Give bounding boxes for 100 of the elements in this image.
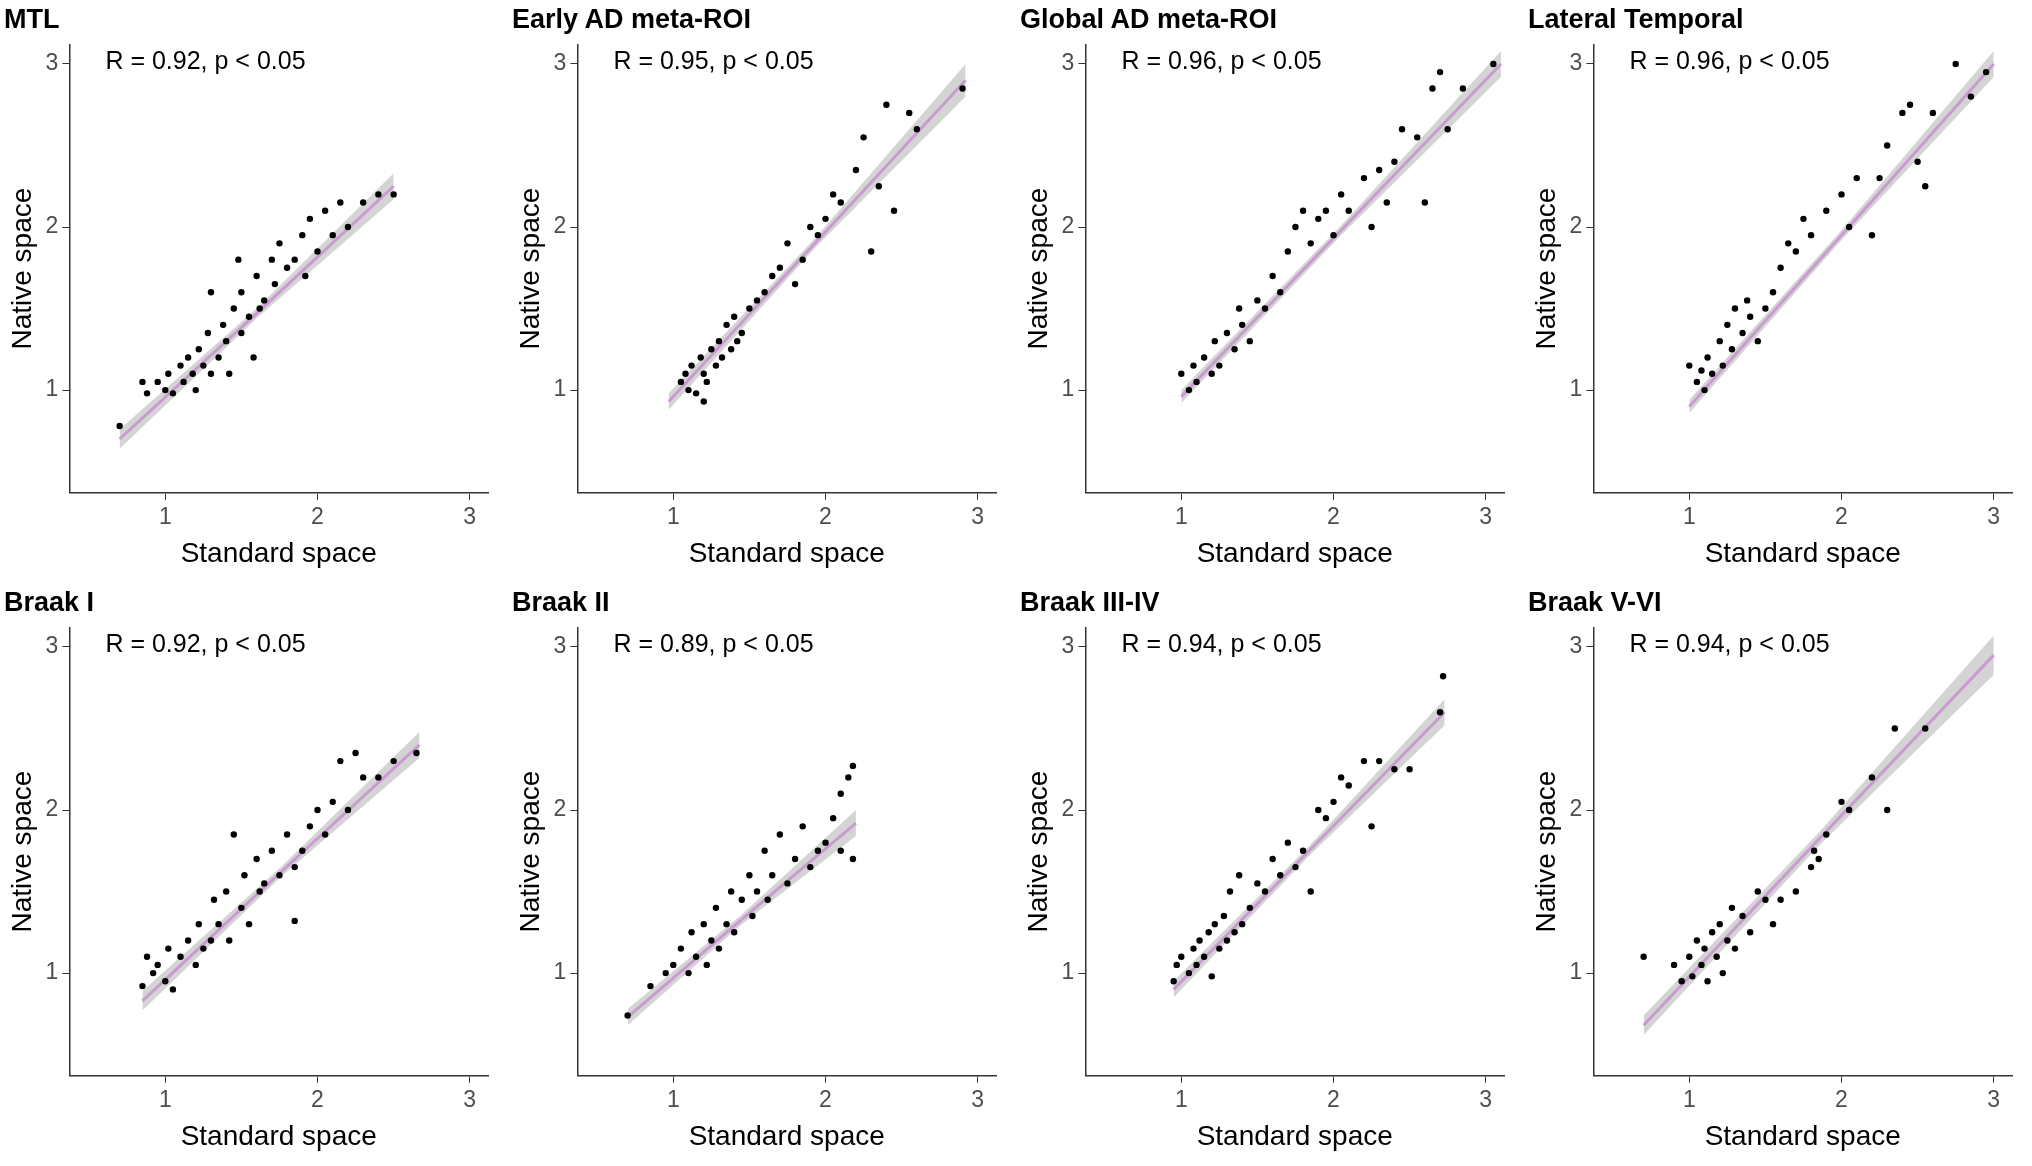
point — [1231, 929, 1238, 936]
point — [1704, 978, 1711, 985]
point — [1345, 782, 1352, 789]
point — [1261, 888, 1269, 895]
point — [256, 305, 263, 312]
point — [799, 823, 806, 830]
point — [192, 386, 199, 394]
point — [352, 749, 359, 757]
point — [708, 937, 715, 944]
point — [1444, 125, 1451, 133]
point — [1716, 337, 1723, 345]
point — [1868, 231, 1876, 239]
point — [829, 814, 837, 822]
point — [1223, 937, 1231, 944]
point — [329, 798, 336, 806]
point — [1891, 725, 1898, 732]
point — [1739, 329, 1746, 337]
point — [677, 945, 685, 952]
point — [1337, 774, 1345, 781]
point — [1226, 888, 1234, 895]
point — [1292, 863, 1299, 871]
point — [814, 847, 822, 854]
point — [1785, 240, 1792, 247]
point — [1686, 953, 1693, 960]
point — [1853, 174, 1860, 182]
point — [226, 937, 233, 944]
point — [1211, 337, 1218, 345]
point — [662, 969, 669, 977]
point — [1391, 766, 1398, 773]
point — [1762, 305, 1769, 312]
point — [192, 961, 199, 969]
point — [1398, 125, 1406, 133]
point — [703, 961, 710, 969]
point — [1800, 215, 1807, 223]
point — [1719, 969, 1726, 977]
point — [769, 272, 776, 280]
point — [200, 945, 207, 952]
point — [1235, 305, 1243, 312]
point — [200, 362, 207, 369]
point — [321, 207, 329, 214]
point — [375, 774, 382, 781]
point — [1185, 386, 1193, 394]
point — [738, 329, 745, 337]
point — [753, 888, 761, 895]
point — [1746, 313, 1754, 320]
point — [1728, 904, 1736, 912]
chart-title: Lateral Temporal — [1528, 3, 1744, 34]
point — [1196, 937, 1203, 944]
point — [1982, 68, 1990, 76]
point — [1815, 855, 1822, 863]
point — [1906, 101, 1914, 108]
point — [337, 757, 344, 765]
point — [688, 929, 695, 936]
point — [1322, 207, 1330, 214]
point — [215, 920, 222, 928]
point — [195, 920, 202, 928]
annotation: R = 0.96, p < 0.05 — [1629, 46, 1830, 75]
y-tick-label: 3 — [1061, 49, 1075, 76]
point — [1929, 109, 1937, 117]
point — [1254, 880, 1261, 887]
point — [184, 354, 192, 361]
point — [1231, 346, 1238, 353]
point — [1731, 945, 1739, 952]
point — [697, 354, 704, 361]
point — [1269, 855, 1276, 863]
point — [913, 125, 921, 133]
point — [321, 831, 329, 838]
point — [746, 305, 753, 312]
point — [1439, 673, 1447, 680]
point — [822, 839, 829, 846]
point — [189, 370, 196, 377]
point — [207, 370, 215, 377]
point — [837, 199, 844, 206]
point — [1246, 904, 1253, 912]
point — [1330, 798, 1337, 806]
point — [1193, 378, 1200, 386]
point — [154, 378, 161, 386]
x-tick-label: 2 — [1835, 1085, 1848, 1112]
point — [764, 896, 771, 903]
point — [1704, 354, 1711, 361]
y-tick-label: 3 — [45, 49, 59, 76]
point — [1178, 953, 1185, 960]
point — [1292, 223, 1299, 231]
point — [143, 390, 151, 397]
point — [784, 880, 791, 887]
point — [1190, 945, 1197, 952]
point — [230, 305, 237, 312]
point — [291, 863, 298, 871]
x-tick-label: 3 — [971, 1085, 985, 1112]
point — [1375, 757, 1383, 765]
point — [1322, 814, 1330, 822]
x-axis-title: Standard space — [180, 536, 377, 568]
point — [219, 321, 227, 329]
x-tick-label: 2 — [819, 502, 832, 529]
annotation: R = 0.89, p < 0.05 — [613, 629, 814, 658]
point — [890, 207, 898, 214]
point — [1728, 346, 1736, 353]
point — [1823, 207, 1830, 214]
point — [712, 904, 720, 912]
point — [1436, 708, 1444, 716]
